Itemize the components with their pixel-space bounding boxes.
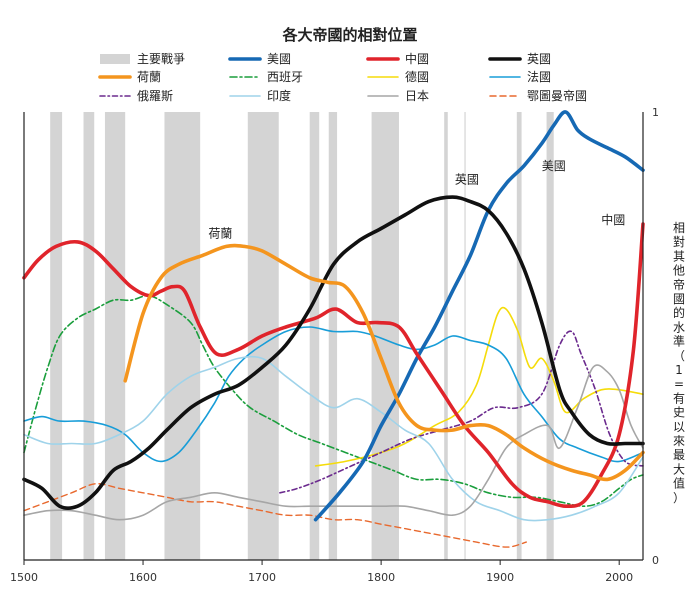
series-line-美國 [313,110,645,522]
legend-label: 俄羅斯 [137,89,173,103]
war-band [546,112,554,560]
series-line-英國 [22,195,645,510]
legend-label: 中國 [405,51,429,66]
legend-swatch [100,54,130,64]
war-band [83,112,95,560]
annotation-label: 美國 [542,159,566,173]
series-line-荷蘭 [123,243,645,482]
series-line-印度 [23,355,644,522]
x-tick-label: 2000 [605,571,633,584]
war-band [328,112,338,560]
series-line-西班牙 [23,294,644,507]
plot-frame [23,112,644,561]
x-axis: 1500 1600 1700 1800 1900 2000 [10,560,633,584]
y-tick-label: 1 [652,106,659,119]
legend-label: 日本 [405,89,429,103]
legend-label: 英國 [527,52,551,66]
y-axis-title: 相對其他帝國的水準（ 1 =有史以來最大值） [673,221,685,505]
legend-label: 德國 [405,69,429,84]
series-line-法國 [23,326,644,463]
series-line-鄂圖曼帝國 [23,483,527,548]
x-tick-label: 1800 [367,571,395,584]
legend-label: 法國 [527,70,551,84]
y-axis-label: 相對其他帝國的水準（ 1 =有史以來最大值） [673,221,685,505]
series-line-德國 [314,306,644,467]
legend-label: 主要戰爭 [137,52,185,66]
legend-label: 鄂圖曼帝國 [527,88,587,103]
series-line-俄羅斯 [279,330,644,494]
series-line-日本 [23,364,644,521]
chart-title: 各大帝國的相對位置 [281,26,417,44]
series-lines [22,110,645,548]
annotation-label: 荷蘭 [208,226,232,240]
war-band [104,112,126,560]
war-band [164,112,201,560]
annotation-label: 中國 [601,212,625,227]
war-band [464,112,466,560]
war-band [309,112,320,560]
war-band [444,112,448,560]
series-line-中國 [22,222,645,509]
y-axis: 01 [652,106,659,567]
legend-label: 美國 [267,52,291,66]
annotation-label: 英國 [455,173,479,187]
war-bands [50,112,554,560]
x-tick-label: 1900 [486,571,514,584]
y-tick-label: 0 [652,554,659,567]
x-tick-label: 1600 [129,571,157,584]
legend-label: 印度 [267,88,291,103]
legend-label: 荷蘭 [137,70,161,84]
x-tick-label: 1700 [248,571,276,584]
war-band [50,112,63,560]
legend-label: 西班牙 [267,70,303,84]
x-tick-label: 1500 [10,571,38,584]
